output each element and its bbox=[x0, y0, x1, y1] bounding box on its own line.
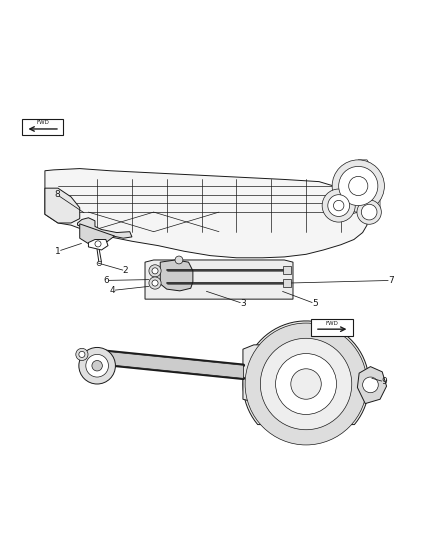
Text: FWD: FWD bbox=[326, 320, 339, 326]
Circle shape bbox=[92, 360, 102, 371]
Text: 1: 1 bbox=[55, 247, 61, 256]
Circle shape bbox=[357, 200, 381, 224]
Circle shape bbox=[79, 348, 116, 384]
Text: 2: 2 bbox=[123, 266, 128, 276]
Polygon shape bbox=[145, 260, 293, 299]
Circle shape bbox=[152, 280, 158, 286]
Circle shape bbox=[339, 166, 378, 206]
Circle shape bbox=[97, 261, 102, 265]
Text: 6: 6 bbox=[103, 276, 109, 285]
Polygon shape bbox=[243, 345, 289, 403]
FancyBboxPatch shape bbox=[22, 119, 64, 135]
Circle shape bbox=[332, 160, 385, 212]
Circle shape bbox=[149, 277, 161, 289]
Circle shape bbox=[95, 241, 101, 247]
Circle shape bbox=[175, 256, 183, 264]
FancyBboxPatch shape bbox=[311, 319, 353, 336]
Polygon shape bbox=[78, 218, 132, 238]
Circle shape bbox=[149, 265, 161, 277]
Text: 9: 9 bbox=[381, 377, 387, 386]
Text: 3: 3 bbox=[240, 299, 246, 308]
Text: 5: 5 bbox=[312, 299, 318, 308]
Circle shape bbox=[328, 195, 350, 216]
Circle shape bbox=[76, 349, 88, 360]
Polygon shape bbox=[243, 321, 369, 425]
Polygon shape bbox=[45, 168, 367, 258]
Circle shape bbox=[349, 176, 368, 196]
Circle shape bbox=[260, 338, 352, 430]
Text: 7: 7 bbox=[388, 276, 394, 285]
Circle shape bbox=[86, 354, 109, 377]
Circle shape bbox=[333, 200, 344, 211]
Polygon shape bbox=[80, 224, 115, 249]
Text: 4: 4 bbox=[110, 286, 115, 295]
Circle shape bbox=[322, 189, 355, 222]
Circle shape bbox=[245, 323, 367, 445]
Circle shape bbox=[276, 353, 336, 415]
Text: FWD: FWD bbox=[36, 120, 49, 125]
Polygon shape bbox=[283, 266, 291, 274]
Circle shape bbox=[363, 377, 378, 393]
Polygon shape bbox=[88, 239, 108, 250]
Polygon shape bbox=[45, 188, 80, 223]
Circle shape bbox=[152, 268, 158, 274]
Polygon shape bbox=[160, 260, 193, 291]
Polygon shape bbox=[283, 279, 291, 287]
Circle shape bbox=[361, 204, 377, 220]
Text: 8: 8 bbox=[54, 190, 60, 199]
Circle shape bbox=[291, 369, 321, 399]
Polygon shape bbox=[102, 351, 244, 378]
Polygon shape bbox=[357, 367, 387, 403]
Circle shape bbox=[79, 351, 85, 358]
